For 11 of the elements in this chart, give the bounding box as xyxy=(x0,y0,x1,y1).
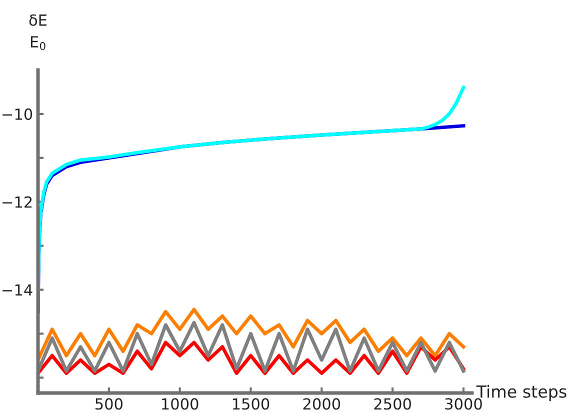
line-series xyxy=(38,308,466,362)
x-tick-label: 2500 xyxy=(374,398,411,410)
x-tick-label: 1500 xyxy=(232,398,270,410)
y-tick-label: −10 xyxy=(2,108,32,120)
y-tick-label: −12 xyxy=(2,196,32,208)
y-axis-title: δE E$_{0}$ xyxy=(29,14,47,50)
y-tick-label: −14 xyxy=(2,284,32,296)
x-tick-label: 500 xyxy=(96,398,122,410)
x-tick-label: 1000 xyxy=(162,398,198,410)
x-tick-label: 2000 xyxy=(303,398,340,410)
line-series xyxy=(38,320,466,373)
